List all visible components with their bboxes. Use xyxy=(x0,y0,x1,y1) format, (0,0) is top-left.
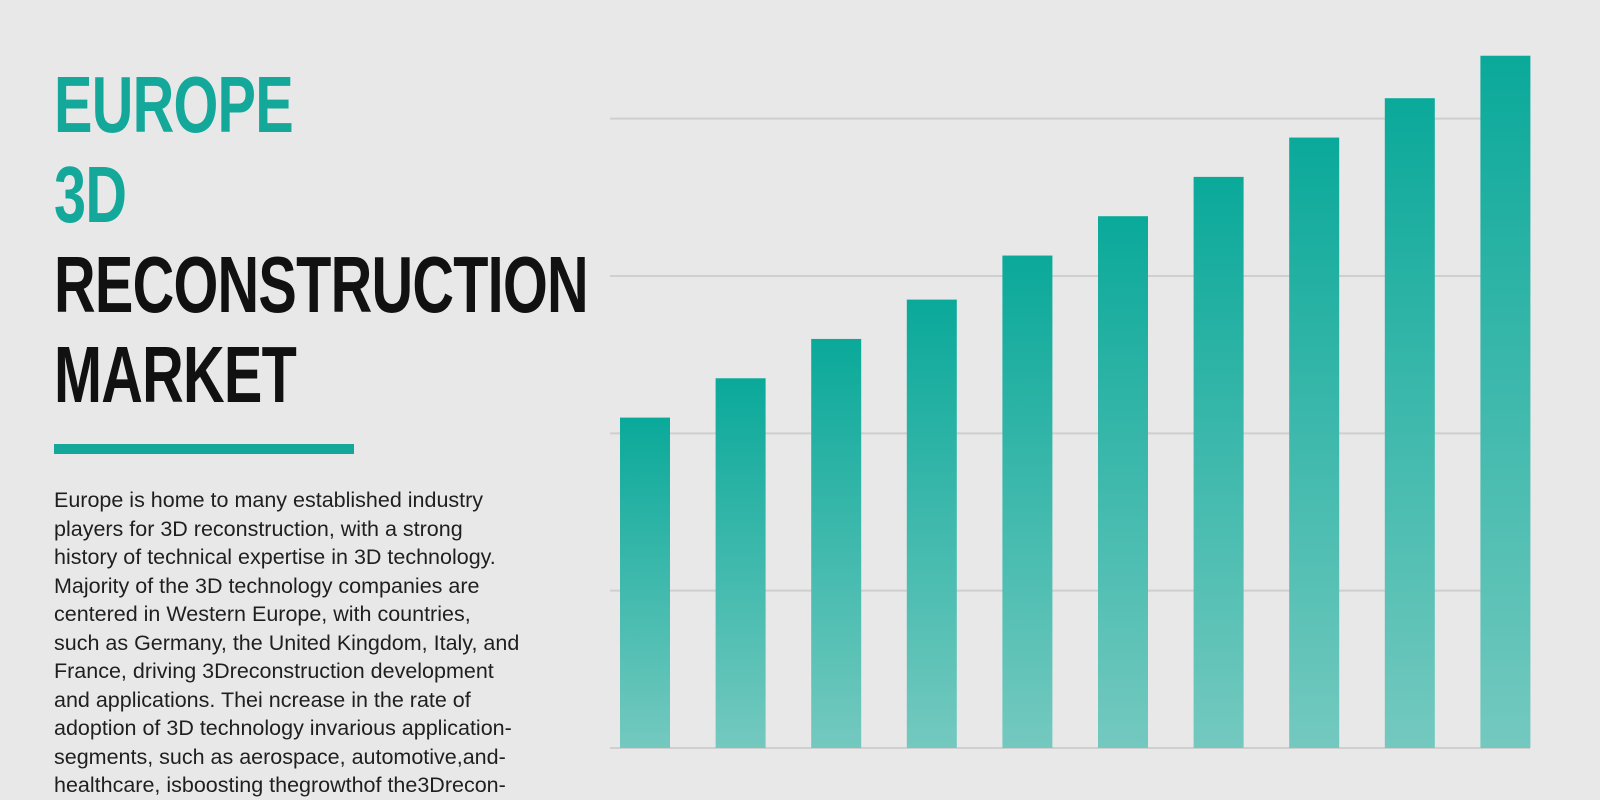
title-line-europe: EUROPE xyxy=(54,60,294,149)
bar-4 xyxy=(906,299,957,748)
bar-5 xyxy=(1002,255,1053,748)
bar-1 xyxy=(620,417,670,748)
title-underline-bar xyxy=(54,444,354,454)
bar-8 xyxy=(1289,137,1340,749)
page-title: EUROPE 3D RECONSTRUCTION MARKET xyxy=(54,60,589,420)
title-line-market: MARKET xyxy=(54,330,297,419)
bar-2 xyxy=(715,378,766,748)
bar-9 xyxy=(1384,98,1435,749)
bars xyxy=(620,55,1531,749)
title-line-3d: 3D xyxy=(54,150,127,239)
bar-3 xyxy=(811,338,862,748)
title-block: EUROPE 3D RECONSTRUCTION MARKET xyxy=(54,60,594,420)
bar-6 xyxy=(1098,216,1148,749)
description-paragraph: Europe is home to many established indus… xyxy=(54,488,520,797)
bar-7 xyxy=(1193,176,1244,748)
bar-10 xyxy=(1480,55,1531,748)
title-line-reconstruction: RECONSTRUCTION xyxy=(54,240,589,329)
bar-chart xyxy=(610,55,1531,749)
